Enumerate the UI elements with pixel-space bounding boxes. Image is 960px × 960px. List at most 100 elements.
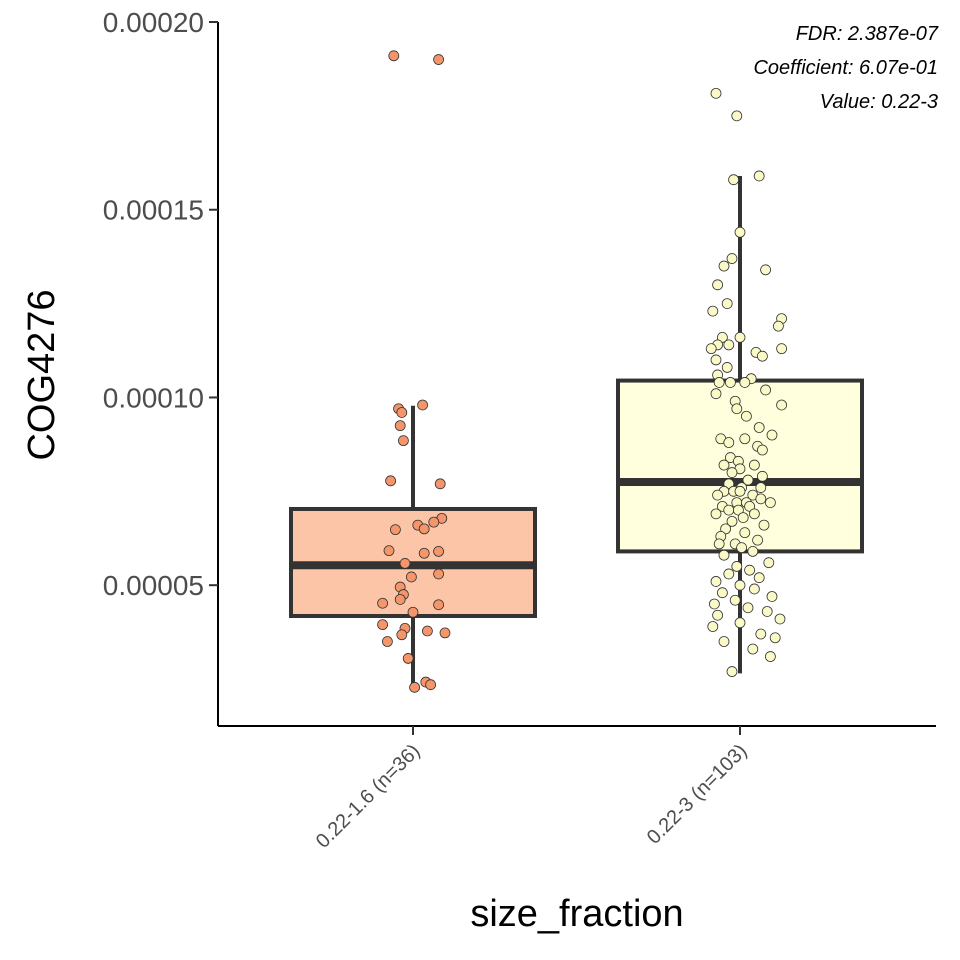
group-2-point	[705, 343, 717, 355]
group-1-point	[377, 619, 389, 631]
group-2-point	[760, 264, 771, 276]
group-2-point	[729, 594, 741, 606]
group-1-point	[433, 54, 445, 65]
y-tick-label: 0.00010	[103, 382, 204, 413]
group-1-point	[433, 546, 445, 557]
group-2-point	[713, 538, 725, 550]
group-2-point	[728, 174, 739, 186]
group-1-point	[407, 606, 419, 618]
group-2-point	[753, 572, 765, 584]
group-1-point	[405, 571, 417, 583]
group-1-point	[394, 594, 406, 605]
annotation-2: Coefficient: 6.07e-01	[753, 57, 938, 79]
group-2-point	[757, 470, 768, 482]
x-ticks: 0.22-1.6 (n=36) 0.22-3 (n=103)	[312, 726, 752, 853]
group-2-point	[710, 576, 722, 587]
group-2-point	[726, 666, 738, 677]
group-2-point	[766, 429, 778, 441]
group-2-point	[774, 613, 786, 625]
group-1-point	[433, 568, 445, 580]
group-1-point	[425, 679, 437, 691]
group-2-point	[723, 437, 735, 448]
group-2-point	[720, 523, 731, 535]
y-ticks: 0.00005 0.00010 0.00015 0.00020	[103, 7, 218, 601]
group-2-point	[718, 260, 730, 272]
group-2-point	[734, 579, 746, 591]
group-1-point	[399, 558, 411, 569]
group-1-point	[397, 435, 409, 447]
group-1-point	[409, 681, 421, 693]
group-2-point	[760, 384, 771, 396]
group-2-point	[718, 636, 730, 647]
group-2-point	[747, 546, 759, 557]
group-2-point	[731, 403, 743, 415]
group-2-point	[734, 485, 746, 497]
group-2-point	[731, 110, 743, 122]
group-2-point	[741, 410, 752, 422]
group-2-point	[712, 609, 723, 621]
group-2-point	[709, 598, 720, 610]
group-2-point	[753, 170, 765, 182]
group-2-point	[718, 459, 730, 471]
group-1-point	[421, 625, 433, 637]
group-2-point	[757, 350, 768, 362]
group-2-point	[776, 343, 787, 355]
group-2-point	[710, 87, 722, 99]
group-2-point	[758, 519, 770, 531]
axes-layer	[217, 22, 936, 727]
y-tick-label: 0.00015	[103, 195, 204, 226]
group-2-point	[718, 549, 730, 561]
y-tick-label: 0.00005	[103, 570, 204, 601]
group-1-point	[418, 547, 430, 559]
group-1-point	[377, 597, 389, 609]
group-2-point	[739, 527, 751, 539]
points-layer	[377, 50, 787, 693]
group-2-point	[713, 377, 725, 388]
group-1-point	[433, 599, 445, 611]
group-2-point	[736, 542, 747, 554]
group-1-point	[396, 407, 408, 418]
group-1-point	[388, 50, 400, 62]
group-1-point	[418, 523, 430, 535]
group-2-point	[757, 444, 768, 456]
group-1-x-tick-label: 0.22-1.6 (n=36)	[312, 740, 425, 853]
group-1-point	[389, 524, 401, 536]
group-2-point	[726, 253, 738, 264]
group-2-point	[723, 478, 735, 490]
group-2-point	[733, 504, 744, 516]
group-2-point	[734, 617, 746, 629]
group-2-point	[707, 621, 719, 632]
group-2-point	[707, 305, 719, 317]
group-1-point	[402, 653, 414, 664]
y-tick-label: 0.00020	[103, 7, 204, 38]
group-2-point	[739, 433, 751, 445]
group-1-point	[381, 636, 393, 647]
group-1-point	[434, 478, 446, 490]
group-2-point	[755, 482, 767, 493]
group-1-point	[394, 420, 406, 432]
group-2-point	[761, 606, 773, 617]
x-axis-title: size_fraction	[470, 893, 683, 935]
group-2-point	[755, 493, 767, 505]
group-2-point	[749, 508, 760, 520]
group-2-point	[723, 504, 735, 516]
y-axis-title: COG4276	[21, 289, 63, 460]
group-2-point	[744, 500, 755, 512]
group-2-point	[763, 557, 775, 569]
group-2-point	[717, 331, 728, 343]
group-2-point	[734, 331, 746, 343]
group-2-point	[744, 564, 755, 576]
group-2-point	[769, 632, 781, 644]
group-2-point	[742, 474, 754, 486]
group-2-point	[731, 561, 743, 572]
group-2-point	[755, 628, 767, 640]
group-1-point	[428, 516, 440, 528]
annotation-3: Value: 0.22-3	[820, 91, 938, 113]
group-2-point	[726, 515, 738, 527]
group-2-point	[712, 279, 723, 291]
group-2-point	[765, 651, 776, 662]
group-2-point	[723, 339, 735, 351]
group-2-point	[752, 534, 763, 546]
group-2-point	[765, 497, 776, 508]
